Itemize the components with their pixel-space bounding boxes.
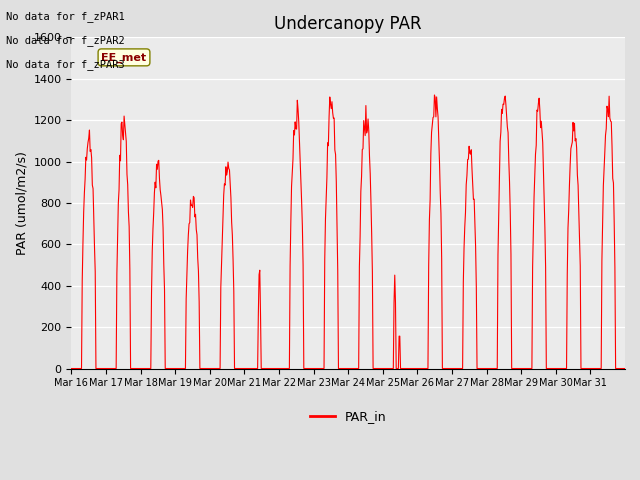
Text: No data for f_zPAR3: No data for f_zPAR3: [6, 59, 125, 70]
Text: EE_met: EE_met: [101, 52, 147, 62]
Legend: PAR_in: PAR_in: [305, 406, 392, 429]
Y-axis label: PAR (umol/m2/s): PAR (umol/m2/s): [15, 151, 28, 255]
Title: Undercanopy PAR: Undercanopy PAR: [275, 15, 422, 33]
Text: No data for f_zPAR2: No data for f_zPAR2: [6, 35, 125, 46]
Text: No data for f_zPAR1: No data for f_zPAR1: [6, 11, 125, 22]
